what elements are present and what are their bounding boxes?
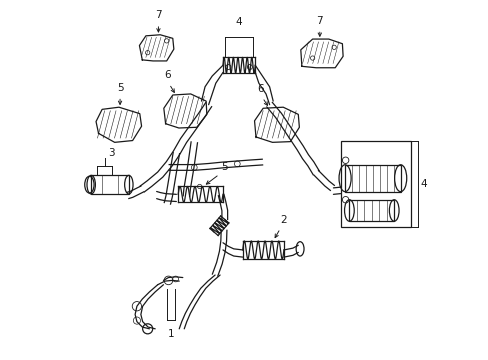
- Bar: [340, 141, 410, 227]
- Text: 5: 5: [221, 162, 227, 172]
- Text: 7: 7: [316, 16, 323, 26]
- Bar: [349, 200, 393, 221]
- Text: 6: 6: [164, 70, 170, 80]
- Text: 7: 7: [155, 10, 162, 21]
- Text: 3: 3: [108, 148, 115, 158]
- Text: 5: 5: [117, 83, 123, 93]
- Bar: [345, 165, 400, 192]
- Text: 6: 6: [257, 84, 264, 94]
- Text: 4: 4: [420, 179, 427, 189]
- Bar: [91, 175, 128, 194]
- Text: 2: 2: [280, 215, 286, 225]
- Text: 4: 4: [235, 17, 242, 27]
- Text: 1: 1: [167, 329, 174, 339]
